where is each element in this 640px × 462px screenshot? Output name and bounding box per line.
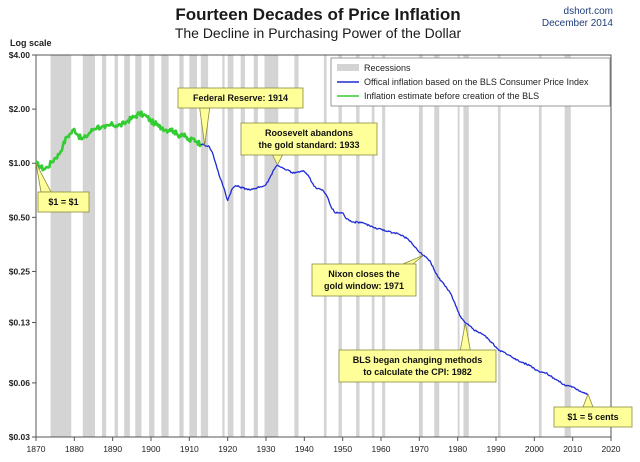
recession-band: [356, 55, 360, 437]
recession-band: [371, 55, 375, 437]
series-lines: [34, 110, 589, 396]
recession-band: [538, 55, 542, 437]
callout-box: [240, 122, 378, 156]
callout-box: [311, 263, 417, 297]
x-tick-label-1940: 1940: [295, 444, 314, 454]
recession-band: [82, 55, 96, 437]
recession-band: [222, 55, 225, 437]
chart-title: Fourteen Decades of Price Inflation: [175, 5, 460, 24]
x-tick-label-1920: 1920: [218, 444, 237, 454]
source-name: dshort.com: [564, 6, 613, 17]
x-tick-label-1970: 1970: [410, 444, 429, 454]
callout-text: $1 = $1: [48, 197, 78, 207]
x-tick-label-1990: 1990: [487, 444, 506, 454]
x-tick-label-1880: 1880: [65, 444, 84, 454]
x-tick-label-1950: 1950: [333, 444, 352, 454]
x-tick-label-1960: 1960: [372, 444, 391, 454]
bls-methods-callout: BLS began changing methods to calculate t…: [338, 323, 497, 383]
recession-band: [457, 55, 460, 437]
callout-box: [177, 87, 304, 109]
y-tick-label-2-00: $2.00: [9, 104, 31, 114]
callout-text: Federal Reserve: 1914: [193, 93, 288, 103]
recession-band: [434, 55, 440, 437]
y-tick-label-0-13: $0.13: [9, 318, 31, 328]
recession-band: [124, 55, 130, 437]
recession-band: [149, 55, 155, 437]
callout-box: [37, 191, 90, 213]
nixon-callout: Nixon closes the gold window: 1971: [311, 255, 424, 297]
legend-label-recessions: Recessions: [364, 63, 411, 73]
x-tick-label-1870: 1870: [27, 444, 46, 454]
recession-band: [50, 55, 72, 437]
series-line-pre_bls: [34, 110, 203, 172]
y-axis-label: Log scale: [10, 38, 52, 48]
recession-band: [463, 55, 469, 437]
x-tick-label-1980: 1980: [448, 444, 467, 454]
callout-text: $1 = 5 cents: [567, 412, 618, 422]
recession-band: [101, 55, 107, 437]
recession-band: [323, 55, 327, 437]
recession-band: [497, 55, 501, 437]
legend-box: [330, 57, 611, 107]
x-tick-label-2020: 2020: [602, 444, 621, 454]
series-line-bls: [200, 143, 589, 396]
roosevelt-callout: Roosevelt abandons the gold standard: 193…: [240, 122, 378, 166]
y-tick-label-1-00: $1.00: [9, 158, 31, 168]
callout-text: Roosevelt abandons: [265, 128, 353, 138]
recession-band: [294, 55, 299, 437]
recession-band: [200, 55, 209, 437]
recession-band: [135, 55, 142, 437]
callout-text: BLS began changing methods: [353, 355, 483, 365]
recession-band: [264, 55, 279, 437]
dollar-equals-dollar-callout: $1 = $1: [35, 163, 90, 213]
callout-pointer: [459, 323, 471, 351]
recession-band: [564, 55, 571, 437]
x-tick-label-2010: 2010: [563, 444, 582, 454]
recession-band: [240, 55, 245, 437]
annotations: Federal Reserve: 1914 Roosevelt abandons t…: [35, 87, 633, 428]
recession-bands: [50, 55, 571, 437]
callout-text: Nixon closes the: [328, 269, 400, 279]
recession-band: [338, 55, 342, 437]
recession-band: [253, 55, 258, 437]
recession-band: [161, 55, 169, 437]
source-date: December 2014: [542, 18, 614, 29]
x-tick-label-1890: 1890: [103, 444, 122, 454]
chart-subtitle: The Decline in Purchasing Power of the D…: [175, 25, 462, 41]
callout-text: gold window: 1971: [324, 281, 404, 291]
recession-band: [179, 55, 184, 437]
plot-frame: [35, 54, 612, 438]
x-tick-label-1910: 1910: [180, 444, 199, 454]
recession-band: [418, 55, 423, 437]
legend-label-bls: Offical inflation based on the BLS Consu…: [364, 77, 589, 87]
recession-band: [189, 55, 197, 437]
legend-swatch-recessions: [337, 64, 359, 71]
federal-reserve-callout: Federal Reserve: 1914: [177, 87, 304, 146]
callout-box: [338, 349, 497, 383]
y-tick-label-4-00: $4.00: [9, 50, 31, 60]
y-tick-label-0-25: $0.25: [9, 266, 31, 276]
y-tick-label-0-50: $0.50: [9, 212, 31, 222]
y-tick-label-0-06: $0.06: [9, 378, 31, 388]
recession-band: [227, 55, 234, 437]
callout-pointer: [582, 392, 594, 408]
x-tick-label-1900: 1900: [142, 444, 161, 454]
callout-box: [553, 406, 633, 428]
callout-text: to calculate the CPI: 1982: [363, 367, 472, 377]
y-tick-label-0-03: $0.03: [9, 432, 31, 442]
callout-text: the gold standard: 1933: [258, 140, 359, 150]
five-cents-callout: $1 = 5 cents: [553, 392, 633, 428]
legend-label-pre_bls: Inflation estimate before creation of th…: [364, 91, 539, 101]
legend: Recessions Offical inflation based on the…: [330, 57, 611, 107]
x-tick-label-1930: 1930: [257, 444, 276, 454]
recession-band: [114, 55, 119, 437]
recession-band: [382, 55, 386, 437]
axes: 1870 1880 1890 1900 1910 1920 1930 1940 1950 1960…: [9, 50, 621, 454]
x-tick-label-2000: 2000: [525, 444, 544, 454]
